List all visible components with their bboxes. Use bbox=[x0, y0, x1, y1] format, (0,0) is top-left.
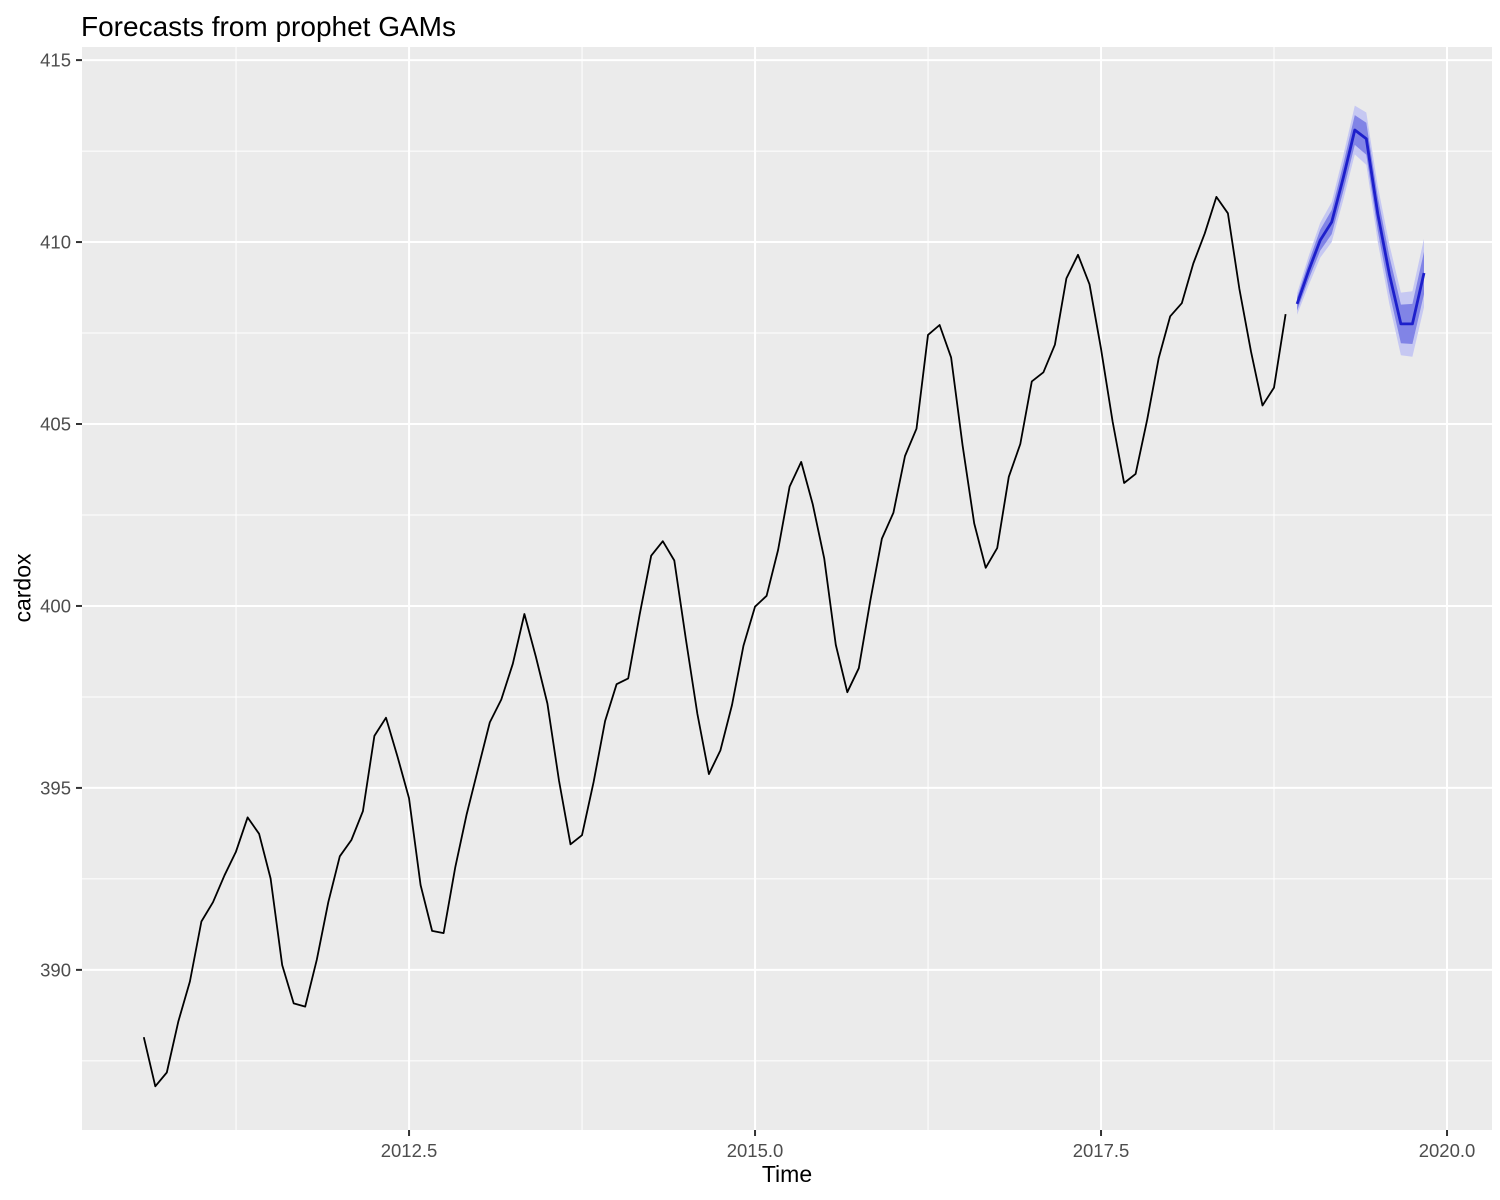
forecast-mean-line bbox=[1295, 128, 1426, 326]
observed-line bbox=[142, 196, 1287, 1088]
y-axis-title: cardox bbox=[9, 553, 36, 623]
plot-panel bbox=[82, 47, 1492, 1130]
plot-title: Forecasts from prophet GAMs bbox=[81, 11, 457, 42]
y-tick-label: 400 bbox=[40, 595, 71, 616]
x-tick-label: 2020.0 bbox=[1419, 1140, 1476, 1161]
y-tick-label: 415 bbox=[40, 50, 71, 71]
y-tick-label: 395 bbox=[40, 777, 71, 798]
x-tick-label: 2015.0 bbox=[727, 1140, 784, 1161]
y-tick-label: 390 bbox=[40, 959, 71, 980]
y-tick-label: 405 bbox=[40, 414, 71, 435]
y-tick-label: 410 bbox=[40, 232, 71, 253]
x-tick-label: 2012.5 bbox=[381, 1140, 438, 1161]
x-axis-title: Time bbox=[761, 1161, 813, 1187]
x-tick-label: 2017.5 bbox=[1073, 1140, 1130, 1161]
